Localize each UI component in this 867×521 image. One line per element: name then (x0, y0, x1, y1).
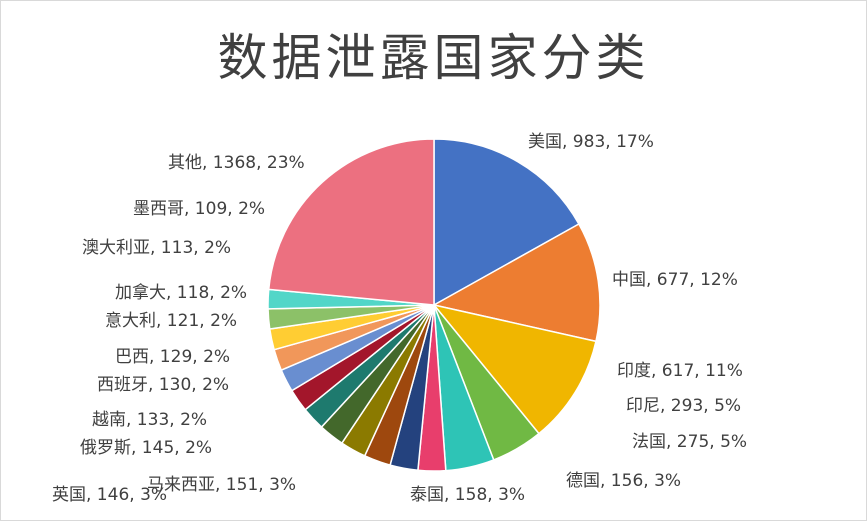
pie-label-9: 俄罗斯, 145, 2% (80, 438, 212, 458)
pie-label-11: 西班牙, 130, 2% (97, 375, 229, 395)
pie-slice-2 (432, 303, 597, 435)
pie-label-1: 中国, 677, 12% (612, 270, 738, 290)
pie-label-14: 加拿大, 118, 2% (115, 282, 247, 303)
pie-slice-0 (433, 138, 580, 307)
chart-title: 数据泄露国家分类 (217, 29, 650, 87)
pie-label-10: 越南, 133, 2% (92, 410, 207, 430)
pie-labels: 美国, 983, 17% 中国, 677, 12% 印度, 617, 11% 印尼, … (52, 132, 747, 505)
pie-label-7: 马来西亚, 151, 3% (147, 475, 296, 495)
pie-slices (267, 138, 601, 472)
pie-label-5: 德国, 156, 3% (566, 471, 681, 491)
pie-label-13: 意大利, 121, 2% (105, 311, 237, 331)
pie-label-16: 墨西哥, 109, 2% (133, 199, 265, 219)
pie-label-17: 其他, 1368, 23% (168, 153, 305, 173)
pie-label-2: 印度, 617, 11% (617, 361, 743, 381)
pie-label-3: 印尼, 293, 5% (626, 396, 741, 416)
pie-label-4: 法国, 275, 5% (632, 432, 747, 452)
pie-label-0: 美国, 983, 17% (528, 132, 654, 152)
pie-slice-17 (267, 138, 435, 306)
pie-label-6: 泰国, 158, 3% (410, 485, 525, 505)
pie-label-8: 英国, 146, 3% (52, 485, 167, 505)
pie-label-15: 澳大利亚, 113, 2% (82, 238, 231, 258)
pie-label-12: 巴西, 129, 2% (115, 347, 230, 367)
pie-slice-1 (431, 222, 601, 343)
